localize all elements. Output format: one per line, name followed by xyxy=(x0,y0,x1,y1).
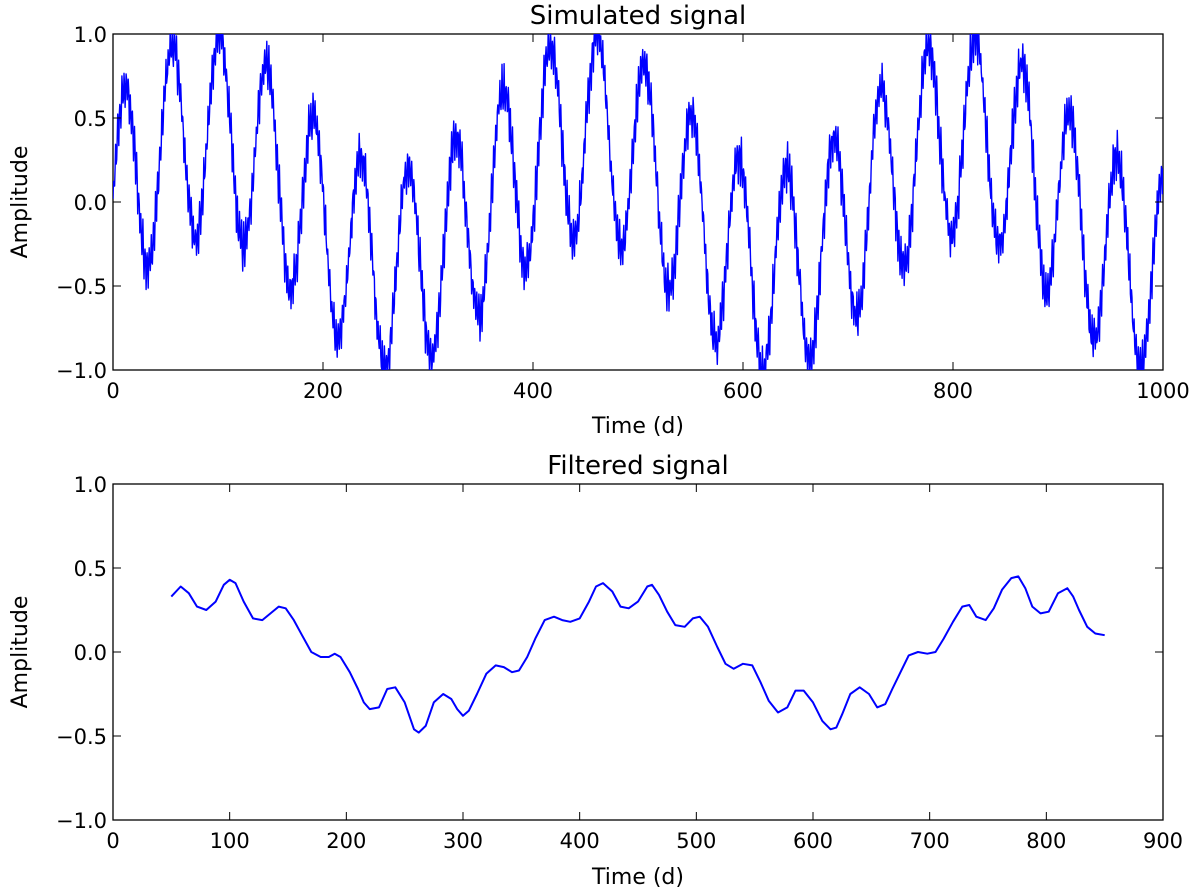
x-axis-label-simulated: Time (d) xyxy=(591,414,684,439)
x-tick-label-filtered: 700 xyxy=(910,829,950,853)
y-axis-label-simulated: Amplitude xyxy=(8,146,33,259)
tick-labels-filtered: 0 100 200 300 400 500 600 700 800 900 −1.0 −0.5 0.0 0… xyxy=(56,473,1183,853)
x-tick-label-filtered: 400 xyxy=(560,829,600,853)
tick-labels-simulated: 0 200 400 600 800 1000 −1.0 −0.5 0.0 0.5 1.0 xyxy=(56,23,1190,403)
y-tick-label-simulated: 0.0 xyxy=(74,191,107,215)
y-tick-label-filtered: 0.5 xyxy=(74,557,107,581)
x-tick-label-simulated: 600 xyxy=(723,379,763,403)
tick-marks-simulated xyxy=(112,33,1164,371)
chart-filtered-signal: 0 100 200 300 400 500 600 700 800 900 −1.0 −0.5 0.0 0… xyxy=(8,451,1183,890)
tick-marks-filtered xyxy=(112,483,1164,821)
x-tick-label-filtered: 200 xyxy=(326,829,366,853)
chart-title-simulated: Simulated signal xyxy=(530,1,747,31)
y-tick-label-simulated: −1.0 xyxy=(56,359,107,383)
x-tick-label-simulated: 200 xyxy=(303,379,343,403)
x-tick-label-filtered: 100 xyxy=(210,829,250,853)
y-tick-label-simulated: −0.5 xyxy=(56,275,107,299)
chart-title-filtered: Filtered signal xyxy=(547,451,729,481)
series-line-filtered xyxy=(170,575,1105,734)
x-tick-label-filtered: 0 xyxy=(106,829,119,853)
x-tick-label-simulated: 400 xyxy=(513,379,553,403)
y-tick-label-filtered: 1.0 xyxy=(74,473,107,497)
y-tick-label-filtered: −0.5 xyxy=(56,725,107,749)
x-tick-label-filtered: 600 xyxy=(793,829,833,853)
plot-frame-filtered xyxy=(112,483,1164,821)
x-tick-label-filtered: 300 xyxy=(443,829,483,853)
y-tick-label-filtered: 0.0 xyxy=(74,641,107,665)
series-line-simulated xyxy=(113,34,1163,370)
y-tick-label-simulated: 1.0 xyxy=(74,23,107,47)
chart-simulated-signal: 0 200 400 600 800 1000 −1.0 −0.5 0.0 0.5 1.0 Simul… xyxy=(8,1,1190,439)
x-tick-label-simulated: 800 xyxy=(933,379,973,403)
x-tick-label-simulated: 0 xyxy=(106,379,119,403)
x-tick-label-filtered: 900 xyxy=(1143,829,1183,853)
y-axis-label-filtered: Amplitude xyxy=(8,596,33,709)
x-tick-label-simulated: 1000 xyxy=(1136,379,1189,403)
y-tick-label-filtered: −1.0 xyxy=(56,809,107,833)
x-tick-label-filtered: 500 xyxy=(676,829,716,853)
x-axis-label-filtered: Time (d) xyxy=(591,865,684,890)
x-tick-label-filtered: 800 xyxy=(1026,829,1066,853)
y-tick-label-simulated: 0.5 xyxy=(74,107,107,131)
